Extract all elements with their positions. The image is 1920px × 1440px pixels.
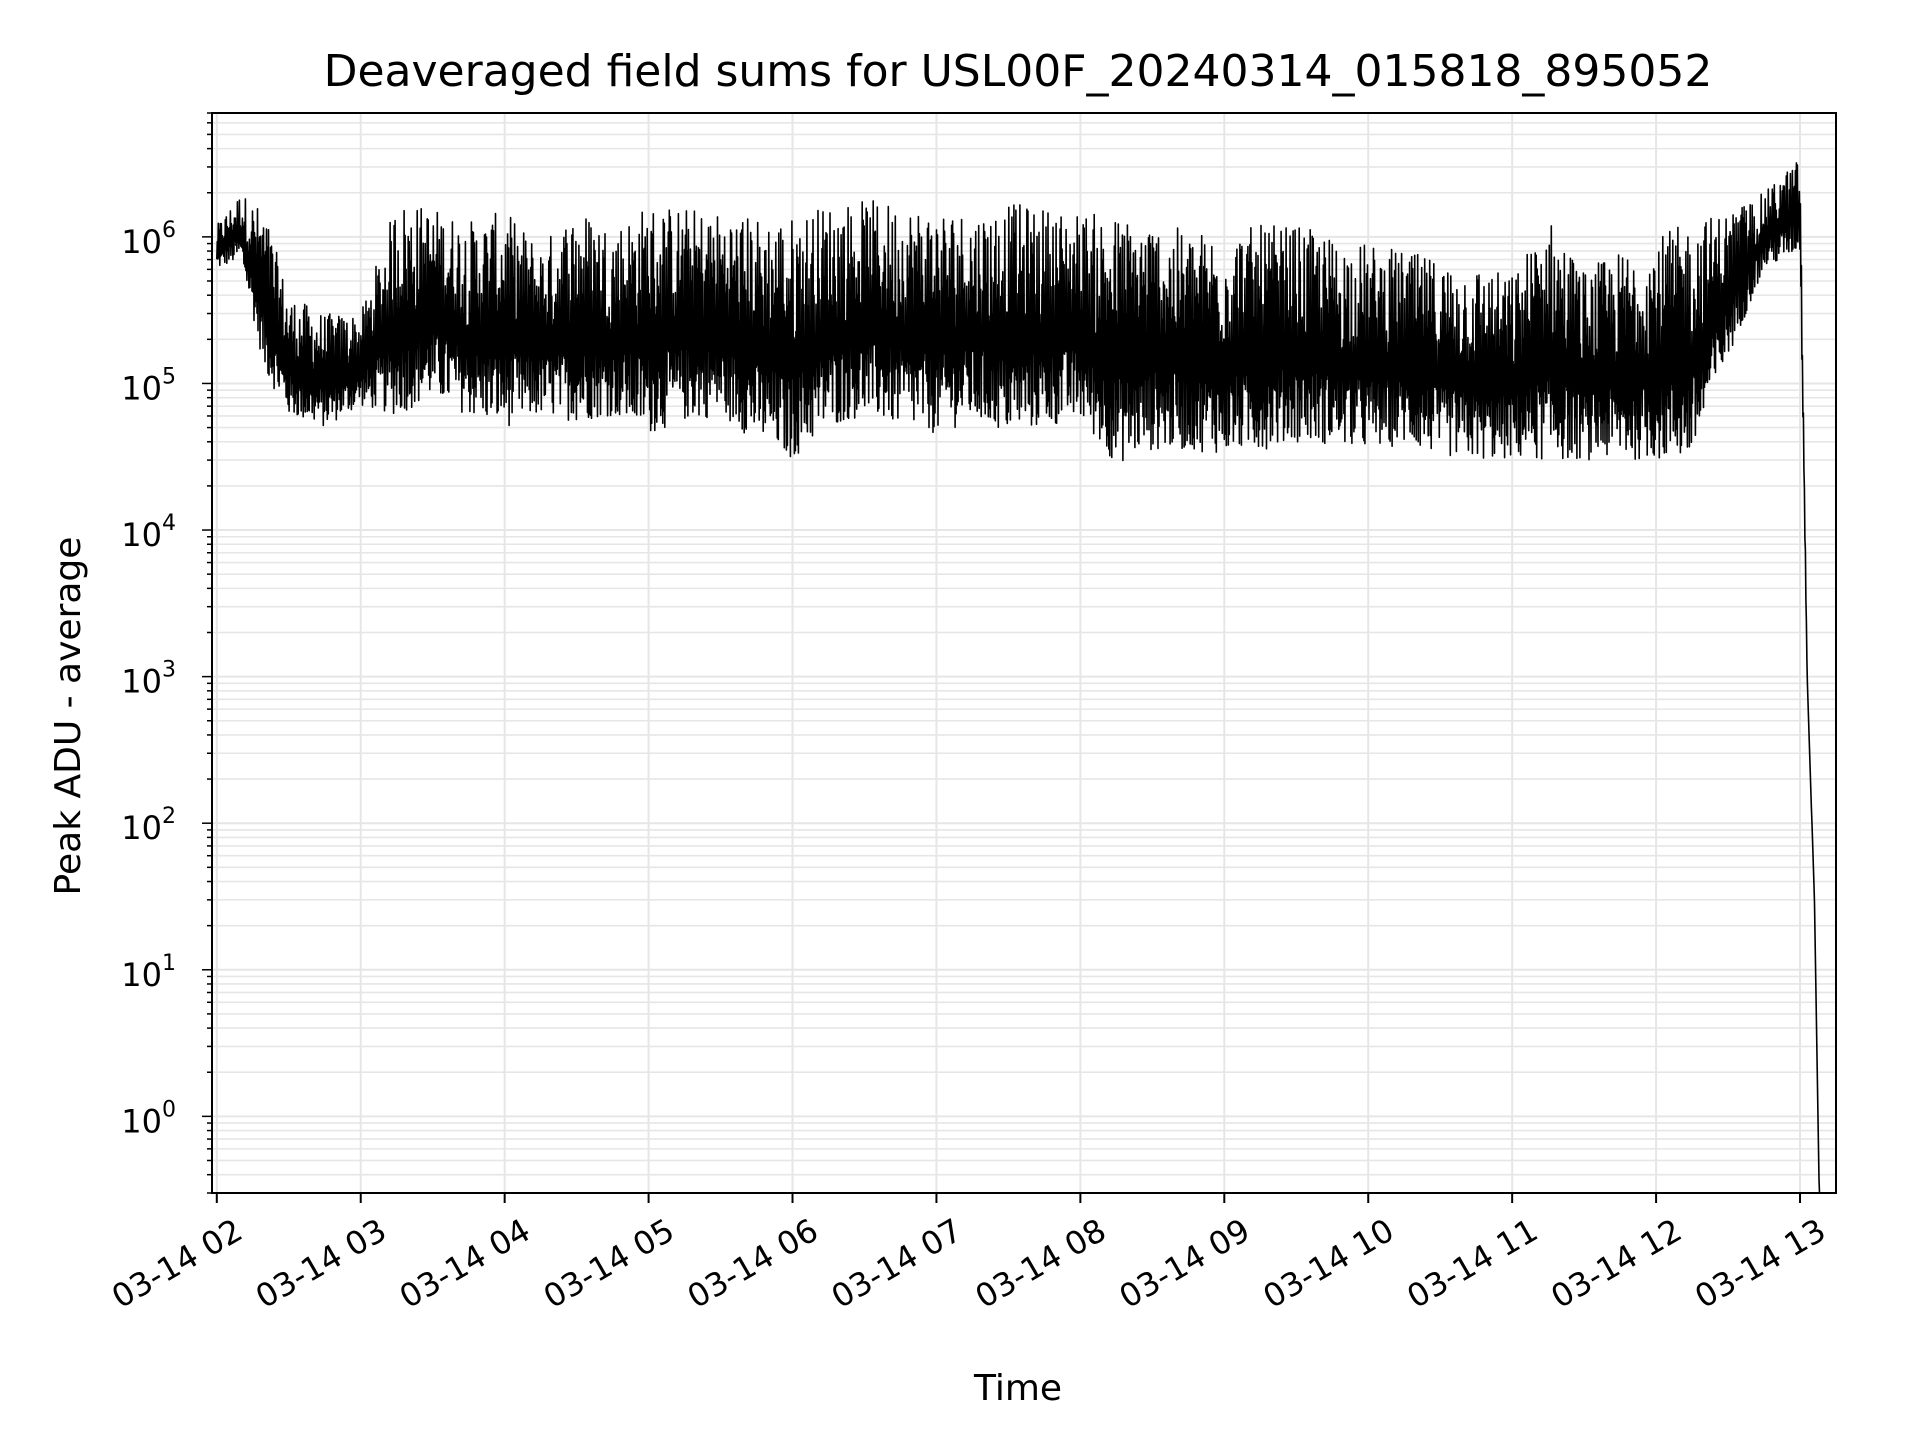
x-tick-label: 03-14 06	[681, 1211, 825, 1316]
x-tick-label: 03-14 08	[969, 1211, 1113, 1316]
x-tick-label: 03-14 02	[105, 1211, 249, 1316]
x-tick-label: 03-14 03	[249, 1211, 393, 1316]
x-tick-label: 03-14 12	[1544, 1211, 1688, 1316]
plot-frame	[211, 112, 1837, 1194]
series-line	[216, 162, 1827, 1194]
y-tick-label: 106	[121, 218, 176, 261]
x-axis-label: Time	[973, 1368, 1062, 1409]
y-tick-label: 103	[121, 658, 176, 701]
y-tick-label: 104	[121, 511, 176, 554]
x-tick-label: 03-14 07	[825, 1211, 969, 1316]
chart-title: Deaveraged field sums for USL00F_2024031…	[324, 46, 1713, 97]
grid-lines	[212, 112, 1836, 1194]
x-tick-label: 03-14 10	[1257, 1211, 1401, 1316]
y-axis-label: Peak ADU - average	[48, 537, 89, 896]
y-tick-label: 101	[121, 951, 176, 994]
y-tick-label: 105	[121, 364, 176, 407]
x-tick-label: 03-14 09	[1113, 1211, 1257, 1316]
y-tick-label: 102	[121, 804, 176, 847]
x-tick-label: 03-14 05	[537, 1211, 681, 1316]
x-tick-label: 03-14 11	[1401, 1211, 1545, 1316]
x-tick-label: 03-14 13	[1688, 1211, 1832, 1316]
y-tick-label: 100	[121, 1097, 176, 1140]
data-series	[216, 162, 1827, 1194]
x-tick-label: 03-14 04	[393, 1211, 537, 1316]
